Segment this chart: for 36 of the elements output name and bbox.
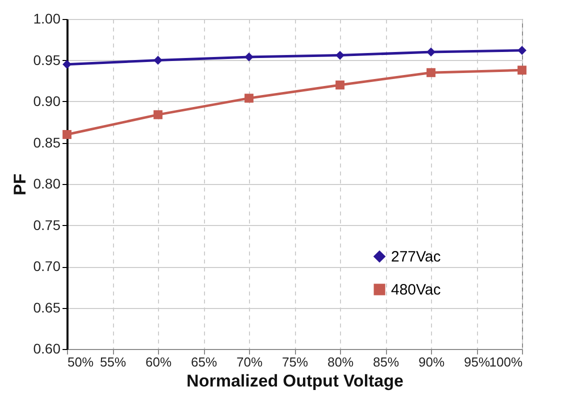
point <box>426 68 436 78</box>
x-tick-label: 60% <box>145 354 172 370</box>
y-tick-label: 0.80 <box>33 176 61 192</box>
x-tick-label: 75% <box>282 354 308 370</box>
y-tick-label: 1.00 <box>33 10 61 26</box>
legend-label: 277Vac <box>391 248 442 266</box>
x-tick-label: 85% <box>372 354 400 370</box>
x-tick-label: 65% <box>190 354 218 370</box>
point <box>154 110 162 120</box>
point <box>518 46 526 55</box>
point <box>62 130 72 139</box>
point <box>336 80 344 90</box>
x-axis-title: Normalized Output Voltage <box>186 372 404 390</box>
y-tick-label: 0.85 <box>33 134 61 150</box>
x-tick-label: 70% <box>236 354 263 370</box>
legend-label: 480Vac <box>391 282 442 298</box>
x-tick-label: 50% <box>68 354 94 370</box>
point <box>244 94 254 103</box>
x-tick-label: 90% <box>418 354 445 370</box>
point <box>62 60 72 69</box>
x-tick-label: 100% <box>489 354 523 370</box>
y-tick-label: 0.90 <box>33 93 61 109</box>
point <box>244 52 254 62</box>
point <box>154 56 162 65</box>
point <box>426 48 436 56</box>
y-tick-label: 0.75 <box>33 216 61 233</box>
x-tick-label: 95% <box>464 354 490 370</box>
x-tick-label: 80% <box>327 354 354 370</box>
point <box>336 50 344 60</box>
point <box>518 66 526 75</box>
y-tick-label: 0.95 <box>33 52 61 68</box>
x-tick-label: 55% <box>100 354 126 370</box>
y-axis-title: PF <box>10 174 30 196</box>
y-tick-label: 0.70 <box>33 258 61 274</box>
y-tick-label: 0.65 <box>33 299 61 316</box>
y-tick-label: 0.60 <box>33 340 61 356</box>
